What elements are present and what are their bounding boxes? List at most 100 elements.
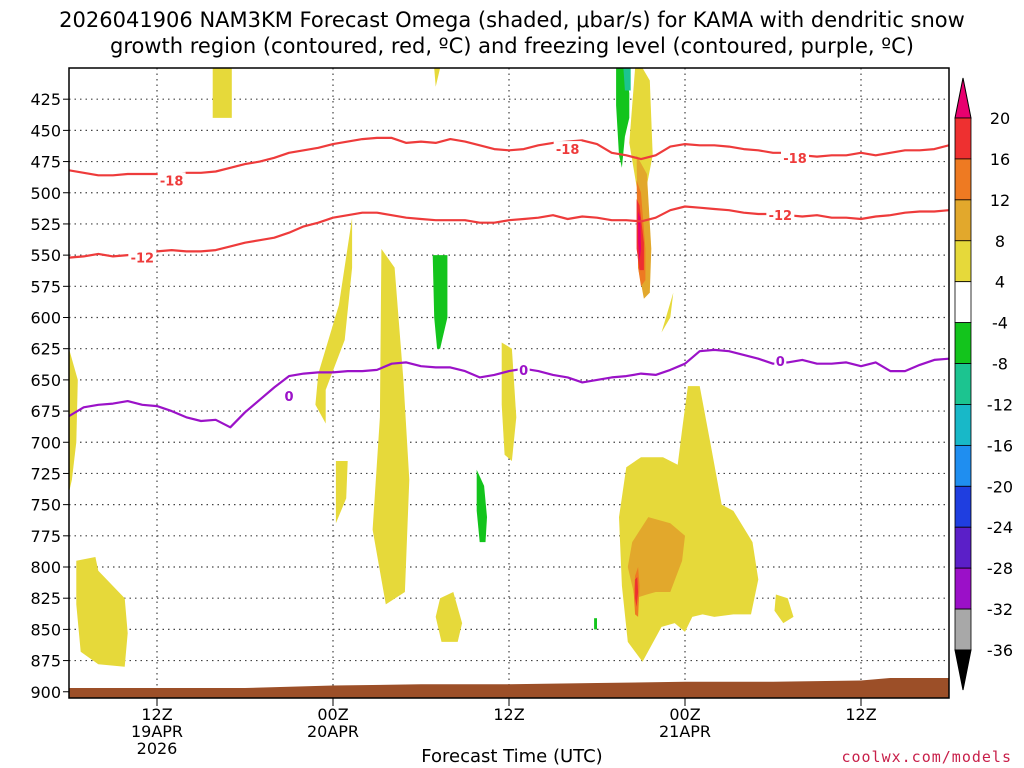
y-tick-label: 800 bbox=[30, 558, 61, 577]
chart-title-line-1: 2026041906 NAM3KM Forecast Omega (shaded… bbox=[59, 8, 965, 32]
terrain-polygon bbox=[69, 678, 949, 698]
y-tick-label: 900 bbox=[30, 683, 61, 702]
y-tick-label: 875 bbox=[30, 652, 61, 671]
contour-label-bg bbox=[128, 249, 157, 265]
colorbar-swatch bbox=[954, 281, 972, 324]
contour-dgz_minus12 bbox=[69, 205, 949, 259]
colorbar-swatch bbox=[954, 404, 972, 446]
colorbar-swatch bbox=[954, 485, 972, 528]
x-tick-label: 00Z bbox=[669, 705, 700, 724]
colorbar-label: -24 bbox=[987, 518, 1013, 537]
contour-label: -12 bbox=[769, 209, 793, 224]
x-tick-label: 12Z bbox=[845, 705, 876, 724]
omega-region bbox=[76, 557, 128, 667]
y-tick-label: 700 bbox=[30, 433, 61, 452]
omega-shading bbox=[69, 68, 794, 667]
x-axis-title: Forecast Time (UTC) bbox=[421, 746, 603, 767]
x-tick-label: 12Z bbox=[141, 705, 172, 724]
colorbar-label: 12 bbox=[990, 191, 1010, 210]
contour-labels: -18 -18 -18 -12 -12 0 0 0 bbox=[128, 141, 809, 405]
x-tick-label: 19APR bbox=[131, 722, 183, 741]
y-tick-label: 450 bbox=[30, 121, 61, 140]
x-tick-label: 00Z bbox=[317, 705, 348, 724]
y-tick-label: 600 bbox=[30, 309, 61, 328]
contour-label: -18 bbox=[556, 143, 580, 158]
colorbar-label: -32 bbox=[987, 600, 1013, 619]
colorbar-bottom-triangle bbox=[954, 649, 972, 691]
omega-region bbox=[774, 594, 794, 624]
colorbar-swatch bbox=[954, 117, 972, 160]
y-tick-label: 675 bbox=[30, 402, 61, 421]
omega-region bbox=[638, 211, 641, 262]
colorbar-label: -20 bbox=[987, 477, 1013, 496]
contour-label: 0 bbox=[284, 390, 293, 405]
contour-label-bg bbox=[781, 149, 809, 165]
colorbar-swatch bbox=[954, 158, 972, 201]
y-tick-label: 650 bbox=[30, 371, 61, 390]
colorbar-label: 8 bbox=[995, 232, 1005, 251]
colorbar-label: 4 bbox=[995, 273, 1005, 292]
colorbar-top-triangle bbox=[954, 77, 972, 119]
y-tick-label: 500 bbox=[30, 184, 61, 203]
colorbar-swatch bbox=[954, 526, 972, 569]
y-tick-label: 750 bbox=[30, 496, 61, 515]
contour-freezing_level bbox=[69, 348, 949, 429]
y-tick-label: 575 bbox=[30, 277, 61, 296]
colorbar-swatch bbox=[954, 322, 972, 364]
contour-label: -18 bbox=[783, 152, 807, 167]
omega-region bbox=[372, 248, 410, 605]
y-tick-label: 825 bbox=[30, 589, 61, 608]
colorbar-swatch bbox=[954, 444, 972, 487]
colorbar-label: 20 bbox=[990, 109, 1010, 128]
contour-label-bg bbox=[157, 172, 186, 188]
omega-region bbox=[335, 461, 348, 524]
y-tick-label: 625 bbox=[30, 340, 61, 359]
omega-region bbox=[434, 68, 441, 87]
y-tick-label: 425 bbox=[30, 90, 61, 109]
y-tick-label: 850 bbox=[30, 620, 61, 639]
contour-label-bg bbox=[553, 141, 582, 157]
omega-region bbox=[476, 469, 487, 543]
contour-label: -12 bbox=[131, 252, 155, 267]
terrain-fill bbox=[69, 678, 949, 698]
chart-title-line-2: growth region (contoured, red, ºC) and f… bbox=[110, 34, 914, 58]
omega-region bbox=[661, 292, 674, 333]
colorbar-label: 16 bbox=[990, 150, 1010, 169]
y-tick-label: 550 bbox=[30, 246, 61, 265]
omega-region bbox=[616, 68, 630, 168]
colorbar-label: -16 bbox=[987, 436, 1013, 455]
omega-region bbox=[212, 68, 232, 118]
contour-label-bg bbox=[517, 361, 530, 377]
site-credit: coolwx.com/models bbox=[841, 748, 1012, 766]
omega-region bbox=[619, 386, 759, 662]
y-axis: 425 450 475 500 525 550 575 600 625 650 675 700 725 7… bbox=[30, 90, 69, 702]
omega-region bbox=[435, 592, 463, 642]
omega-region bbox=[432, 255, 448, 349]
omega-region bbox=[629, 68, 653, 193]
contour-label: 0 bbox=[776, 355, 785, 370]
colorbar-swatch bbox=[954, 240, 972, 283]
colorbar-label: -8 bbox=[992, 355, 1008, 374]
omega-region bbox=[627, 517, 685, 599]
colorbar-label: -4 bbox=[992, 314, 1008, 333]
x-tick-label: 21APR bbox=[659, 722, 711, 741]
y-tick-label: 725 bbox=[30, 464, 61, 483]
colorbar-swatch bbox=[954, 199, 972, 242]
x-tick-label: 2026 bbox=[137, 739, 178, 758]
contour-label-bg bbox=[283, 388, 295, 404]
y-tick-label: 525 bbox=[30, 215, 61, 234]
y-tick-label: 475 bbox=[30, 153, 61, 172]
x-tick-label: 20APR bbox=[307, 722, 359, 741]
x-tick-label: 12Z bbox=[493, 705, 524, 724]
colorbar-label: -12 bbox=[987, 395, 1013, 414]
colorbar-label: -28 bbox=[987, 559, 1013, 578]
omega-region bbox=[623, 68, 631, 91]
contour-label: 0 bbox=[519, 364, 528, 379]
contour-label-bg bbox=[774, 353, 787, 369]
colorbar: 20 16 12 8 4 -4 -8 -12 -16 -20 -24 -28 -32 -36 bbox=[954, 77, 1013, 691]
y-tick-label: 775 bbox=[30, 527, 61, 546]
colorbar-swatch bbox=[954, 567, 972, 610]
colorbar-swatch bbox=[954, 608, 972, 651]
omega-region bbox=[69, 348, 78, 493]
